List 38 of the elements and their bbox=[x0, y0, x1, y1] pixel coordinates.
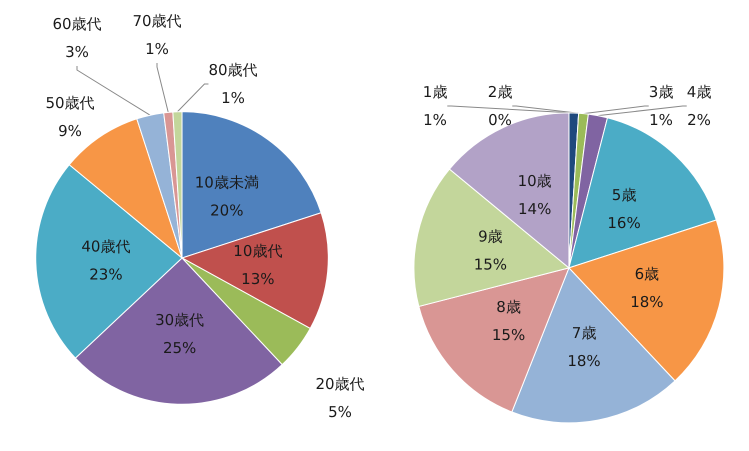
data-label: 18% bbox=[567, 352, 601, 370]
slice-label: 70歳代 bbox=[132, 12, 182, 30]
data-label: 5% bbox=[328, 403, 352, 421]
data-label: 2% bbox=[687, 111, 711, 129]
data-label: 1% bbox=[423, 111, 447, 129]
slice-label: 10歳未満 bbox=[194, 173, 259, 192]
data-label: 14% bbox=[518, 200, 552, 218]
slice-label: 8歳 bbox=[496, 298, 521, 316]
data-label: 1% bbox=[649, 111, 673, 129]
data-label: 16% bbox=[607, 214, 641, 232]
slice-label: 9歳 bbox=[478, 227, 503, 246]
data-label: 13% bbox=[241, 270, 275, 288]
category-label: 2歳 bbox=[488, 83, 512, 101]
data-label: 15% bbox=[492, 326, 526, 344]
slice-label: 20歳代 bbox=[315, 375, 365, 393]
slice-label: 80歳代 bbox=[208, 61, 258, 79]
slice-label: 6歳 bbox=[634, 264, 660, 283]
data-label: 18% bbox=[630, 292, 664, 311]
slice-label: 30歳代 bbox=[155, 311, 204, 330]
slice-label: 7歳 bbox=[572, 324, 596, 342]
slice-label: 3歳 bbox=[648, 83, 674, 101]
data-label: 3% bbox=[65, 43, 89, 61]
slice-label: 4歳 bbox=[686, 83, 712, 101]
text: 0% bbox=[488, 111, 512, 129]
slice-label: 50歳代 bbox=[45, 94, 95, 112]
data-label: 15% bbox=[474, 255, 508, 274]
data-label: 20% bbox=[210, 201, 244, 220]
slice-label: 60歳代 bbox=[52, 15, 102, 33]
slice-label: 1歳 bbox=[422, 83, 448, 101]
slice-label: 10歳 bbox=[518, 172, 552, 190]
data-label: 1% bbox=[221, 89, 245, 107]
slice-label: 10歳代 bbox=[233, 242, 282, 260]
data-label: 25% bbox=[162, 339, 196, 358]
data-label: 9% bbox=[58, 122, 82, 140]
slice-label: 5歳 bbox=[612, 186, 636, 204]
data-label: 1% bbox=[145, 40, 169, 58]
data-label: 23% bbox=[89, 265, 123, 284]
slice-label: 40歳代 bbox=[81, 237, 130, 256]
